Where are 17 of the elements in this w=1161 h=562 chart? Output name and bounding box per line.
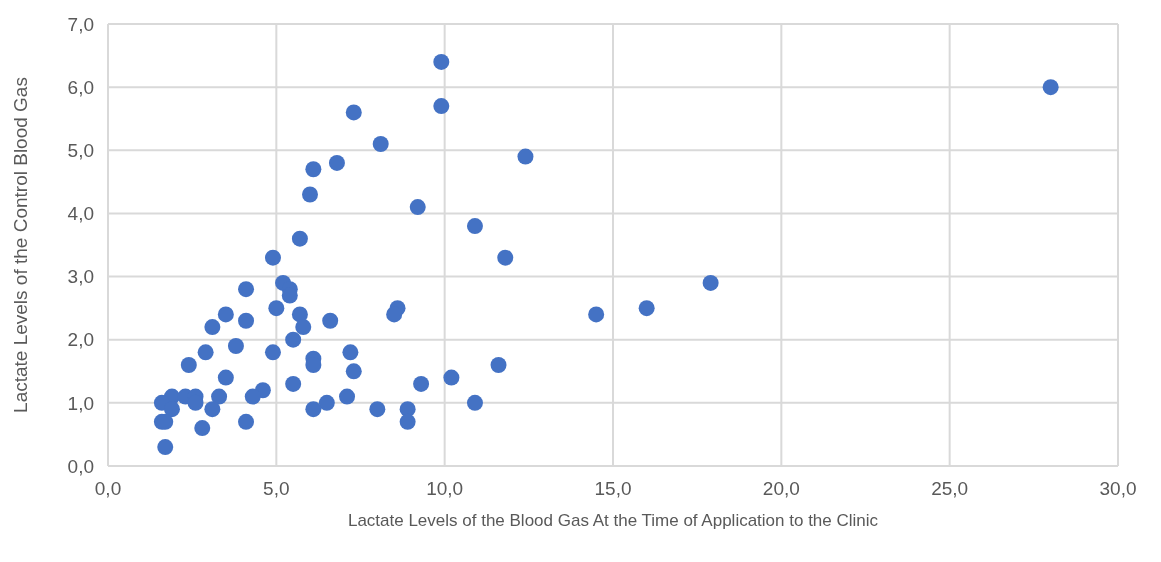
y-tick-label: 4,0 — [67, 203, 94, 225]
y-tick-label: 6,0 — [67, 76, 94, 98]
x-axis-title: Lactate Levels of the Blood Gas At the Time of Application to the Clinic — [347, 511, 879, 530]
y-tick-label: 3,0 — [67, 266, 94, 288]
x-tick-label: 20,0 — [762, 478, 800, 500]
x-tick-label: 25,0 — [931, 478, 969, 500]
y-tick-label: 0,0 — [67, 455, 94, 477]
x-tick-label: 30,0 — [1099, 478, 1137, 500]
x-tick-label: 15,0 — [594, 478, 632, 500]
y-tick-label: 5,0 — [67, 140, 94, 162]
x-tick-label: 10,0 — [426, 478, 464, 500]
y-tick-label: 7,0 — [67, 13, 94, 35]
y-tick-label: 2,0 — [67, 329, 94, 351]
y-axis-title: Lactate Levels of the Control Blood Gas — [9, 77, 31, 413]
y-tick-label: 1,0 — [67, 392, 94, 414]
x-tick-label: 0,0 — [94, 478, 122, 500]
x-tick-label: 5,0 — [263, 478, 290, 500]
